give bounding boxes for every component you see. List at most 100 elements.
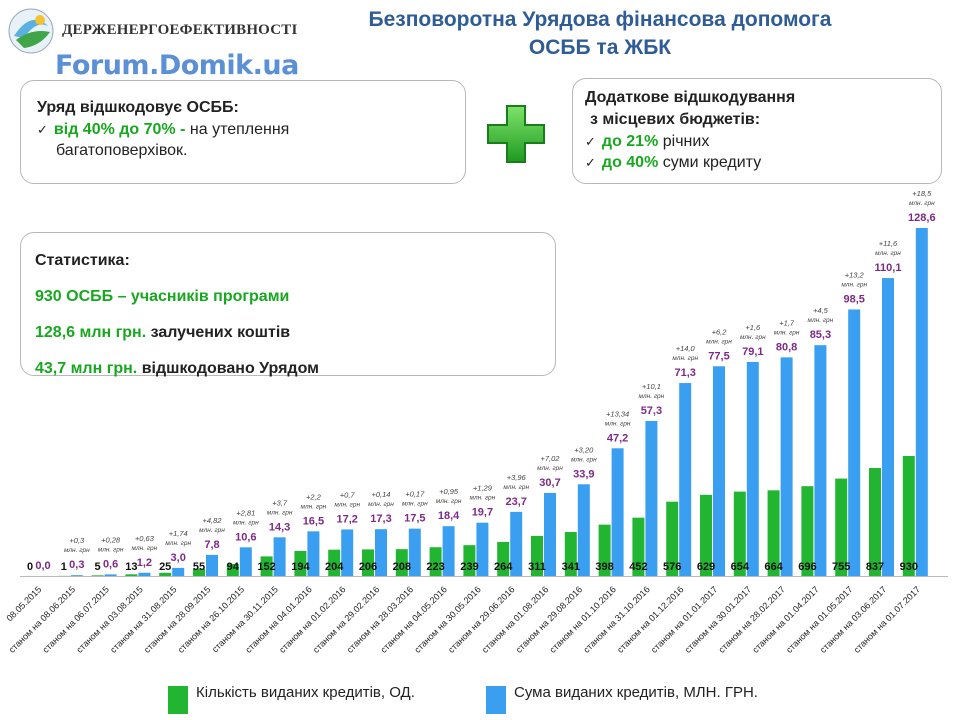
page-title: Безповоротна Урядова фінансова допомога … (300, 6, 900, 62)
increment-unit: млн. грн (64, 547, 90, 554)
sum-bar (679, 383, 692, 576)
count-label: 341 (562, 561, 580, 573)
count-label: 311 (528, 561, 546, 573)
increment-unit: млн. грн (740, 334, 766, 341)
sum-label: 110,1 (875, 262, 902, 274)
box1-item-line2: багатоповерхівок. (56, 142, 188, 159)
sum-bar (882, 278, 894, 576)
sum-bar (510, 511, 523, 576)
category-label: станом на 30.11.2015 (210, 584, 280, 654)
count-bar (801, 486, 814, 576)
count-label: 13 (125, 561, 137, 573)
increment-label: +1,7 (779, 318, 795, 327)
count-label: 1 (61, 561, 67, 573)
sum-bar (746, 361, 759, 576)
agency-name: ДЕРЖЕНЕРГОЕФЕКТИВНОСТІ (62, 22, 298, 38)
sum-label: 17,5 (404, 513, 425, 525)
sum-label: 30,7 (539, 477, 560, 489)
category-label: станом на 04.01.2016 (243, 584, 314, 655)
increment-unit: млн. грн (672, 355, 698, 362)
title-line-2: ОСББ та ЖБК (528, 36, 672, 59)
count-bar (869, 468, 881, 576)
sum-bar (104, 574, 117, 576)
count-bar (767, 490, 780, 576)
increment-label: +3,96 (507, 473, 527, 482)
increment-unit: млн. грн (132, 545, 158, 552)
sum-bar (848, 309, 861, 576)
increment-unit: млн. грн (808, 317, 834, 324)
increment-label: +4,5 (813, 306, 829, 315)
increment-label: +0,95 (439, 487, 459, 496)
increment-unit: млн. грн (233, 519, 259, 526)
stats-line3-green: 43,7 млн грн. (35, 360, 138, 377)
count-bar (328, 549, 341, 576)
increment-unit: млн. грн (301, 503, 327, 510)
increment-label: +13,2 (845, 270, 865, 279)
sum-label: 77,5 (708, 350, 729, 362)
count-bar (159, 572, 172, 576)
sum-label: 85,3 (810, 329, 831, 341)
category-label: станом на 01.12.2016 (615, 584, 686, 655)
box1-item: ✓ від 40% до 70% - на утеплення (37, 119, 449, 140)
count-label: 654 (731, 561, 750, 573)
sum-label: 1,2 (137, 557, 152, 569)
stats-line-1: 930 ОСББ – учасників програми (35, 279, 541, 315)
count-label: 208 (393, 561, 411, 573)
category-label: станом на 03.06.2017 (818, 584, 889, 655)
box2-item-2: ✓ до 40% суми кредиту (585, 152, 929, 173)
count-label: 264 (494, 561, 513, 573)
category-label: станом на 01.08.2016 (480, 584, 551, 655)
sum-label: 3,0 (171, 552, 186, 564)
increment-label: +7,02 (541, 454, 561, 463)
increment-unit: млн. грн (267, 509, 293, 516)
category-label: станом на 28.02.2017 (717, 584, 788, 655)
box2-heading-line1: Додаткове відшкодування (585, 89, 796, 106)
increment-unit: млн. грн (165, 540, 191, 547)
category-label: станом на 01.01.2017 (649, 584, 720, 655)
sum-bar (138, 572, 151, 576)
count-bar (497, 541, 510, 576)
count-bar (733, 491, 746, 576)
increment-unit: млн. грн (875, 250, 901, 257)
sum-label: 17,3 (370, 513, 391, 525)
count-bar (700, 494, 712, 576)
check-icon: ✓ (585, 134, 596, 149)
increment-unit: млн. грн (774, 329, 800, 336)
category-label: станом на 04.05.2016 (379, 584, 450, 655)
stats-line2-rest: залучених коштів (146, 324, 291, 341)
increment-unit: млн. грн (909, 200, 935, 207)
increment-unit: млн. грн (639, 393, 665, 400)
category-label: станом на 31.08.2015 (108, 584, 179, 655)
count-label: 576 (663, 561, 681, 573)
count-label: 94 (227, 561, 240, 573)
sum-bar (577, 484, 590, 576)
increment-label: +0,3 (69, 536, 85, 545)
watermark-text: Forum.Domik.ua (55, 50, 299, 81)
increment-label: +3,7 (272, 498, 288, 507)
sum-bar (172, 567, 185, 576)
increment-unit: млн. грн (841, 281, 867, 288)
stats-line-3: 43,7 млн грн. відшкодовано Урядом (35, 351, 541, 387)
sum-bar (307, 531, 320, 576)
category-label: станом на 01.04.2017 (750, 584, 821, 655)
category-label: станом на 01.10.2016 (548, 584, 619, 655)
category-label: станом на 31.10.2016 (581, 584, 652, 655)
sum-label: 19,7 (472, 507, 493, 519)
count-bar (91, 575, 104, 577)
count-bar (429, 547, 442, 576)
increment-label: +3,20 (574, 445, 594, 454)
sum-label: 0,0 (35, 560, 50, 572)
sum-bar (915, 228, 928, 576)
sum-bar (239, 547, 252, 576)
sum-bar (780, 357, 793, 576)
stats-line1-green: 930 ОСББ – учасників програми (35, 288, 290, 305)
legend-count: Кількість виданих кредитів, ОД. (196, 684, 415, 701)
increment-label: +4,82 (203, 516, 223, 525)
category-label: станом на 28.09.2015 (142, 584, 213, 655)
sum-bar (814, 345, 827, 576)
sum-label: 128,6 (908, 212, 936, 224)
count-label: 696 (798, 561, 816, 573)
count-label: 452 (629, 561, 647, 573)
box1-heading: Уряд відшкодовує ОСББ: (37, 99, 239, 116)
increment-label: +0,7 (340, 490, 356, 499)
